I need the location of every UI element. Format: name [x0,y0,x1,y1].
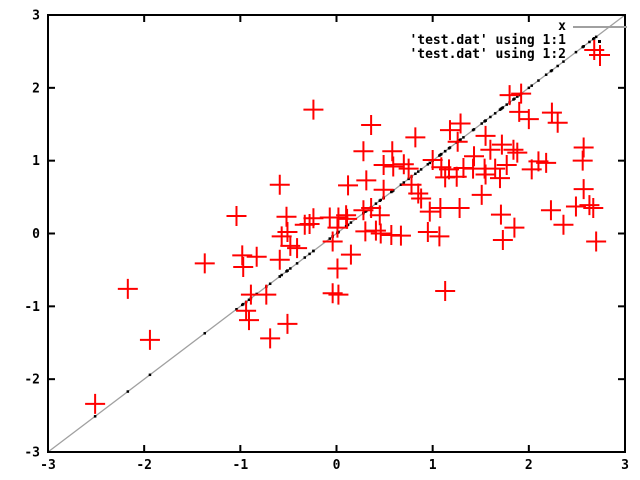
dot-marker [407,177,410,181]
legend-sample-plus [572,45,628,66]
legend-sample-line [572,20,628,34]
dot-marker [582,45,585,48]
y-tick-label: -2 [24,373,40,388]
dot-marker [527,86,531,90]
dot-marker [516,95,519,98]
dot-marker [426,163,430,166]
y-tick-label: 3 [32,9,40,24]
dot-marker [399,183,403,186]
dot-marker [203,332,207,335]
dot-marker [544,73,548,76]
dot-marker [462,136,465,139]
legend-label-x: x [558,19,566,34]
dot-marker [402,181,406,184]
legend-label-using-1-2: 'test.dat' using 1:2 [409,47,566,62]
x-tick-label: 3 [621,458,629,473]
dot-marker [286,269,289,272]
series-test-dat-1-2 [85,39,607,414]
dot-marker [574,50,578,54]
y-tick-label: 0 [32,227,40,242]
dot-marker [484,119,487,122]
dot-marker [556,64,559,68]
dot-marker [312,249,315,253]
x-tick-label: 0 [333,458,341,473]
x-tick-label: -3 [40,458,56,473]
dot-marker [480,122,483,125]
legend: x 'test.dat' using 1:1 'test.dat' using … [409,20,628,66]
x-tick-label: 2 [525,458,533,473]
dot-marker [379,198,382,202]
dot-marker [235,307,238,311]
dot-marker [428,161,432,165]
dot-marker [530,84,533,87]
dot-marker [241,302,245,306]
dot-marker [308,252,311,256]
legend-row-using-1-1: 'test.dat' using 1:1 [409,34,628,48]
dot-marker [126,390,130,393]
dot-marker [268,282,272,286]
dot-marker [414,172,417,176]
plot-border [47,14,626,453]
dot-marker [148,373,152,377]
legend-row-using-1-2: 'test.dat' using 1:2 [409,45,628,66]
dot-marker [513,97,516,101]
y-tick-label: -1 [24,300,40,315]
dot-marker [443,149,447,153]
dot-marker [419,168,423,171]
legend-row-x: x [409,20,628,34]
plus-marker-icon [598,45,601,66]
dot-marker [295,262,299,265]
dot-marker [349,221,353,224]
legend-sample-dot [572,34,628,48]
dot-marker [278,275,282,278]
dot-marker [93,415,97,418]
x-tick-label: 1 [429,458,437,473]
line-sample-icon [573,26,627,28]
y-tick-label: 1 [32,154,40,169]
dot-marker [448,146,452,149]
dot-marker [459,138,462,141]
x-tick-label: -2 [136,458,152,473]
dot-marker [501,106,505,109]
legend-label-using-1-1: 'test.dat' using 1:1 [409,33,566,48]
y-tick-label: 2 [32,81,40,96]
dot-marker [505,103,508,106]
dot-marker [247,298,251,302]
dot-marker [416,170,420,173]
dot-marker [588,40,591,44]
dot-marker [280,273,283,277]
dot-marker [493,112,497,115]
dot-marker-icon [598,40,601,43]
dot-marker [440,152,443,156]
dot-marker [289,267,292,270]
dot-marker [472,128,476,131]
dot-marker [303,256,307,259]
y-tick-label: -3 [24,446,40,461]
dot-marker [374,202,378,205]
x-tick-label: -1 [233,458,249,473]
dot-marker [594,35,598,39]
dot-marker [537,79,540,82]
dot-marker [550,69,554,72]
dot-marker [489,115,492,119]
dot-marker [592,37,596,40]
dot-marker [562,60,565,63]
dot-marker [328,237,332,240]
